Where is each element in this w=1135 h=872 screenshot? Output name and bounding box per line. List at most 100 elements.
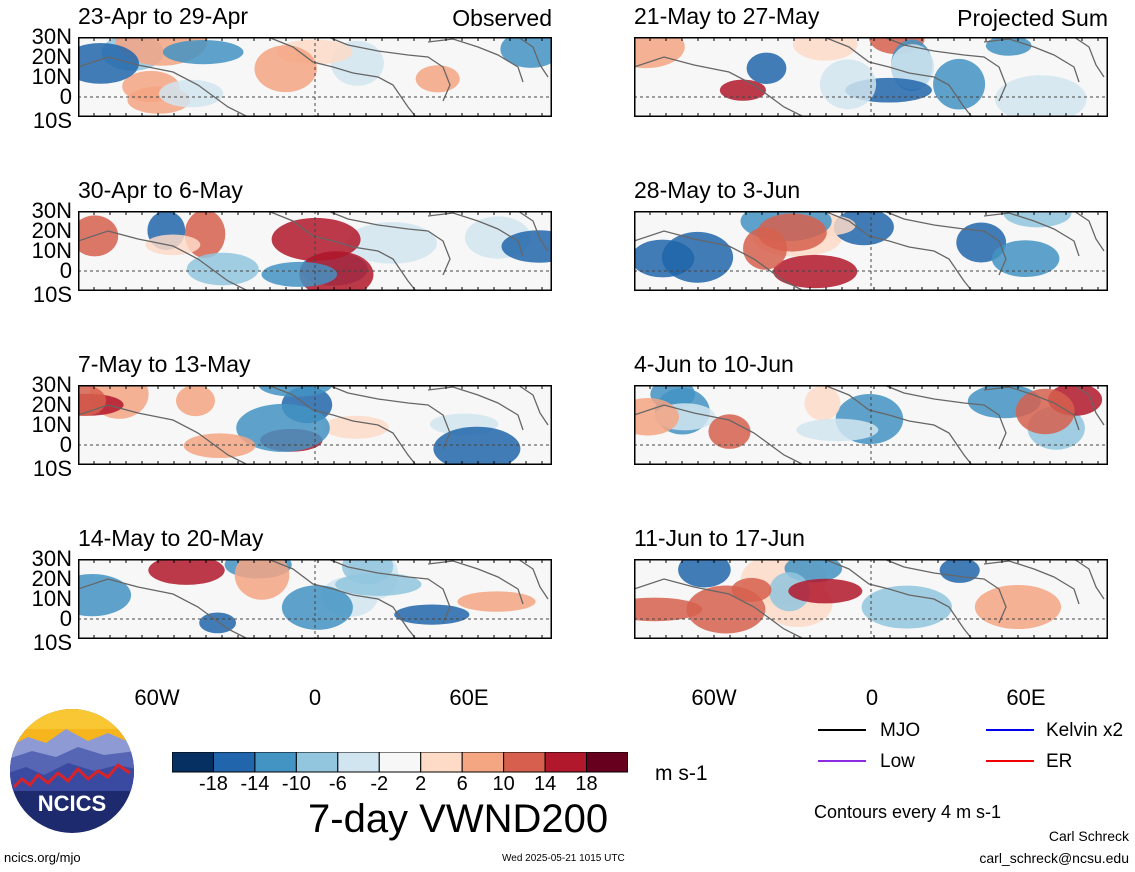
legend-label-mjo: MJO — [880, 720, 921, 741]
footer-author: Carl Schreck — [1048, 828, 1129, 844]
coastline — [823, 37, 973, 117]
anomaly-shading — [678, 559, 731, 588]
legend-line-er — [986, 760, 1034, 762]
panel-title: 28-May to 3-Jun — [634, 177, 801, 203]
anomaly-shading — [176, 385, 215, 417]
panel-frame — [78, 211, 552, 291]
coastline — [1073, 211, 1105, 252]
footer-email[interactable]: carl_schreck@ncsu.edu — [979, 850, 1129, 866]
coastline — [883, 559, 1007, 624]
anomaly-shading — [804, 386, 841, 421]
map-panel — [78, 211, 552, 291]
map-panel — [78, 385, 552, 465]
legend-label-er: ER — [1046, 751, 1073, 772]
coastline — [983, 38, 1080, 83]
anomaly-shading — [995, 75, 1087, 117]
anomaly-shading — [236, 403, 330, 452]
coastline — [517, 211, 549, 252]
colorbar-swatch — [254, 752, 297, 773]
coastline — [267, 559, 417, 639]
anomaly-shading — [433, 426, 521, 465]
anomaly-shading — [686, 585, 766, 634]
anomaly-shading — [183, 433, 256, 458]
colorbar-swatch — [295, 752, 339, 773]
colorbar-swatch — [378, 752, 422, 773]
anomaly-shading — [634, 398, 679, 436]
anomaly-shading — [861, 585, 952, 629]
lat-label: 30N — [31, 198, 72, 223]
anomaly-shading — [159, 79, 224, 108]
colorbar-swatch — [337, 752, 380, 773]
coastline — [1073, 37, 1105, 78]
coastline — [1073, 559, 1105, 600]
colorbar-tick-label: 18 — [575, 773, 598, 795]
lat-label: 10N — [31, 412, 72, 437]
coastline — [427, 386, 524, 431]
map-panel — [634, 385, 1108, 465]
anomaly-shading — [819, 59, 877, 110]
panel-frame — [634, 385, 1108, 465]
panel-frame — [634, 559, 1108, 639]
colorbar-tick-label: -6 — [328, 773, 347, 795]
coastline — [427, 560, 524, 605]
coastline — [327, 385, 451, 450]
legend-label-low: Low — [880, 751, 915, 772]
coastline — [983, 212, 1080, 257]
coastline — [267, 385, 417, 465]
map-panel — [634, 211, 1108, 291]
coastline — [267, 211, 417, 291]
lat-label: 10S — [32, 282, 72, 307]
anomaly-shading — [254, 45, 317, 93]
lon-label-60w-right: 60W — [691, 685, 737, 710]
lon-label-60e-right: 60E — [1006, 685, 1046, 710]
anomaly-shading — [788, 578, 863, 604]
legend-line-kelvin — [986, 729, 1034, 731]
coastline — [78, 56, 249, 117]
anomaly-shading — [271, 217, 361, 261]
anomaly-shading — [1015, 388, 1075, 435]
anomaly-shading — [394, 604, 470, 625]
lon-label-0-left: 0 — [308, 685, 322, 710]
anomaly-shading — [415, 65, 460, 93]
anomaly-shading — [148, 559, 225, 585]
anomaly-shading — [145, 234, 201, 256]
coastline — [327, 211, 451, 276]
colorbar-tick-label: 2 — [415, 773, 427, 795]
panel-tag: Projected Sum — [957, 5, 1108, 31]
coastline — [823, 385, 973, 465]
anomaly-shading — [342, 559, 394, 585]
coastline — [327, 559, 451, 624]
panel-title: 30-Apr to 6-May — [78, 177, 243, 203]
coastline — [823, 211, 973, 291]
lat-label: 0 — [59, 258, 72, 283]
anomaly-shading — [661, 231, 734, 283]
lat-label: 0 — [59, 606, 72, 631]
coastline — [1073, 385, 1105, 426]
anomaly-shading — [162, 40, 244, 65]
coastline — [634, 404, 805, 465]
coastline — [427, 212, 524, 257]
anomaly-shading — [323, 415, 389, 439]
anomaly-shading — [634, 37, 685, 69]
anomaly-shading — [746, 52, 787, 84]
coastline — [78, 230, 249, 291]
anomaly-shading — [890, 44, 935, 90]
legend-line-low — [818, 760, 866, 762]
coastline — [427, 38, 524, 83]
panel-frame — [634, 37, 1108, 117]
lat-label: 20N — [31, 392, 72, 417]
panel-frame — [634, 211, 1108, 291]
coastline — [78, 404, 249, 465]
coastline — [983, 386, 1080, 431]
anomaly-shading — [708, 414, 751, 449]
coastline — [517, 37, 549, 78]
anomaly-shading — [634, 597, 703, 622]
colorbar-swatch — [420, 752, 463, 773]
footer-url[interactable]: ncics.org/mjo — [4, 850, 81, 865]
lat-label: 20N — [31, 218, 72, 243]
ncics-logo: NCICS — [10, 709, 134, 833]
coastline — [983, 560, 1080, 605]
logo-text: NCICS — [38, 791, 106, 816]
map-panel — [78, 37, 552, 117]
colorbar-tick-label: 6 — [456, 773, 468, 795]
